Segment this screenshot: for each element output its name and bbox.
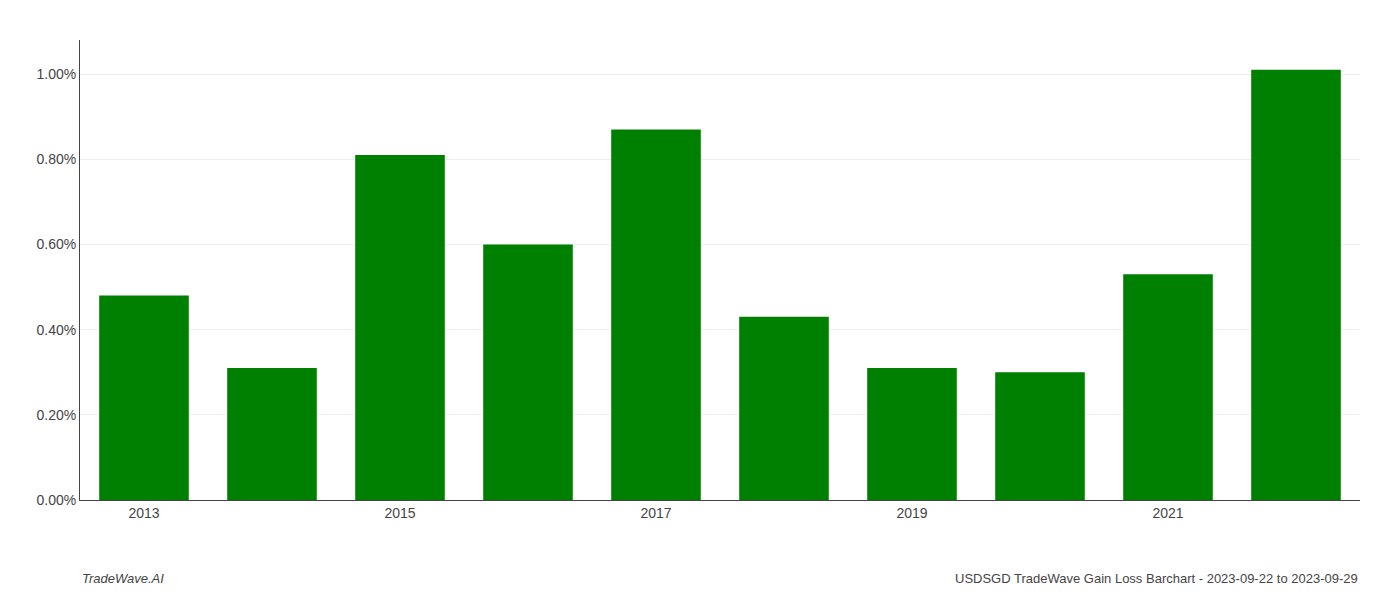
svg-text:2019: 2019 bbox=[896, 505, 927, 521]
svg-text:0.40%: 0.40% bbox=[36, 322, 76, 338]
svg-text:1.00%: 1.00% bbox=[36, 66, 76, 82]
svg-text:2015: 2015 bbox=[384, 505, 415, 521]
svg-text:0.80%: 0.80% bbox=[36, 151, 76, 167]
svg-text:0.00%: 0.00% bbox=[36, 492, 76, 508]
svg-text:TradeWave.AI: TradeWave.AI bbox=[82, 571, 164, 586]
svg-text:2013: 2013 bbox=[128, 505, 159, 521]
svg-text:USDSGD TradeWave Gain Loss Bar: USDSGD TradeWave Gain Loss Barchart - 20… bbox=[955, 571, 1358, 586]
svg-text:0.20%: 0.20% bbox=[36, 407, 76, 423]
svg-text:2017: 2017 bbox=[640, 505, 671, 521]
svg-text:0.60%: 0.60% bbox=[36, 236, 76, 252]
svg-text:2021: 2021 bbox=[1152, 505, 1183, 521]
